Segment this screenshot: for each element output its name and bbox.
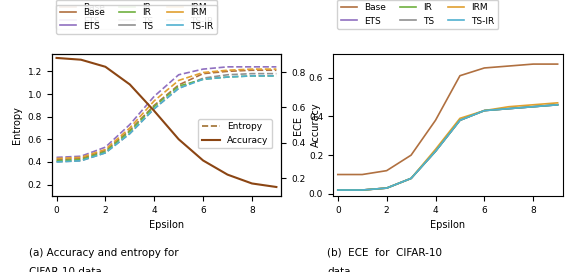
Text: (b)  ECE  for  CIFAR-10: (b) ECE for CIFAR-10 <box>327 248 442 258</box>
Y-axis label: Entropy: Entropy <box>12 106 22 144</box>
Legend: Base, ETS, IR, TS, IRM, TS-IR: Base, ETS, IR, TS, IRM, TS-IR <box>56 5 217 34</box>
Text: (a) Accuracy and entropy for: (a) Accuracy and entropy for <box>29 248 179 258</box>
Y-axis label: Accuracy: Accuracy <box>311 103 321 147</box>
X-axis label: Epsilon: Epsilon <box>149 220 184 230</box>
Y-axis label: ECE: ECE <box>293 116 303 135</box>
Text: data.: data. <box>327 267 354 272</box>
Legend: Base, ETS, IR, TS, IRM, TS-IR: Base, ETS, IR, TS, IRM, TS-IR <box>338 0 498 29</box>
Legend: Entropy, Accuracy: Entropy, Accuracy <box>198 119 272 149</box>
Text: CIFAR-10 data.: CIFAR-10 data. <box>29 267 105 272</box>
X-axis label: Epsilon: Epsilon <box>430 220 466 230</box>
